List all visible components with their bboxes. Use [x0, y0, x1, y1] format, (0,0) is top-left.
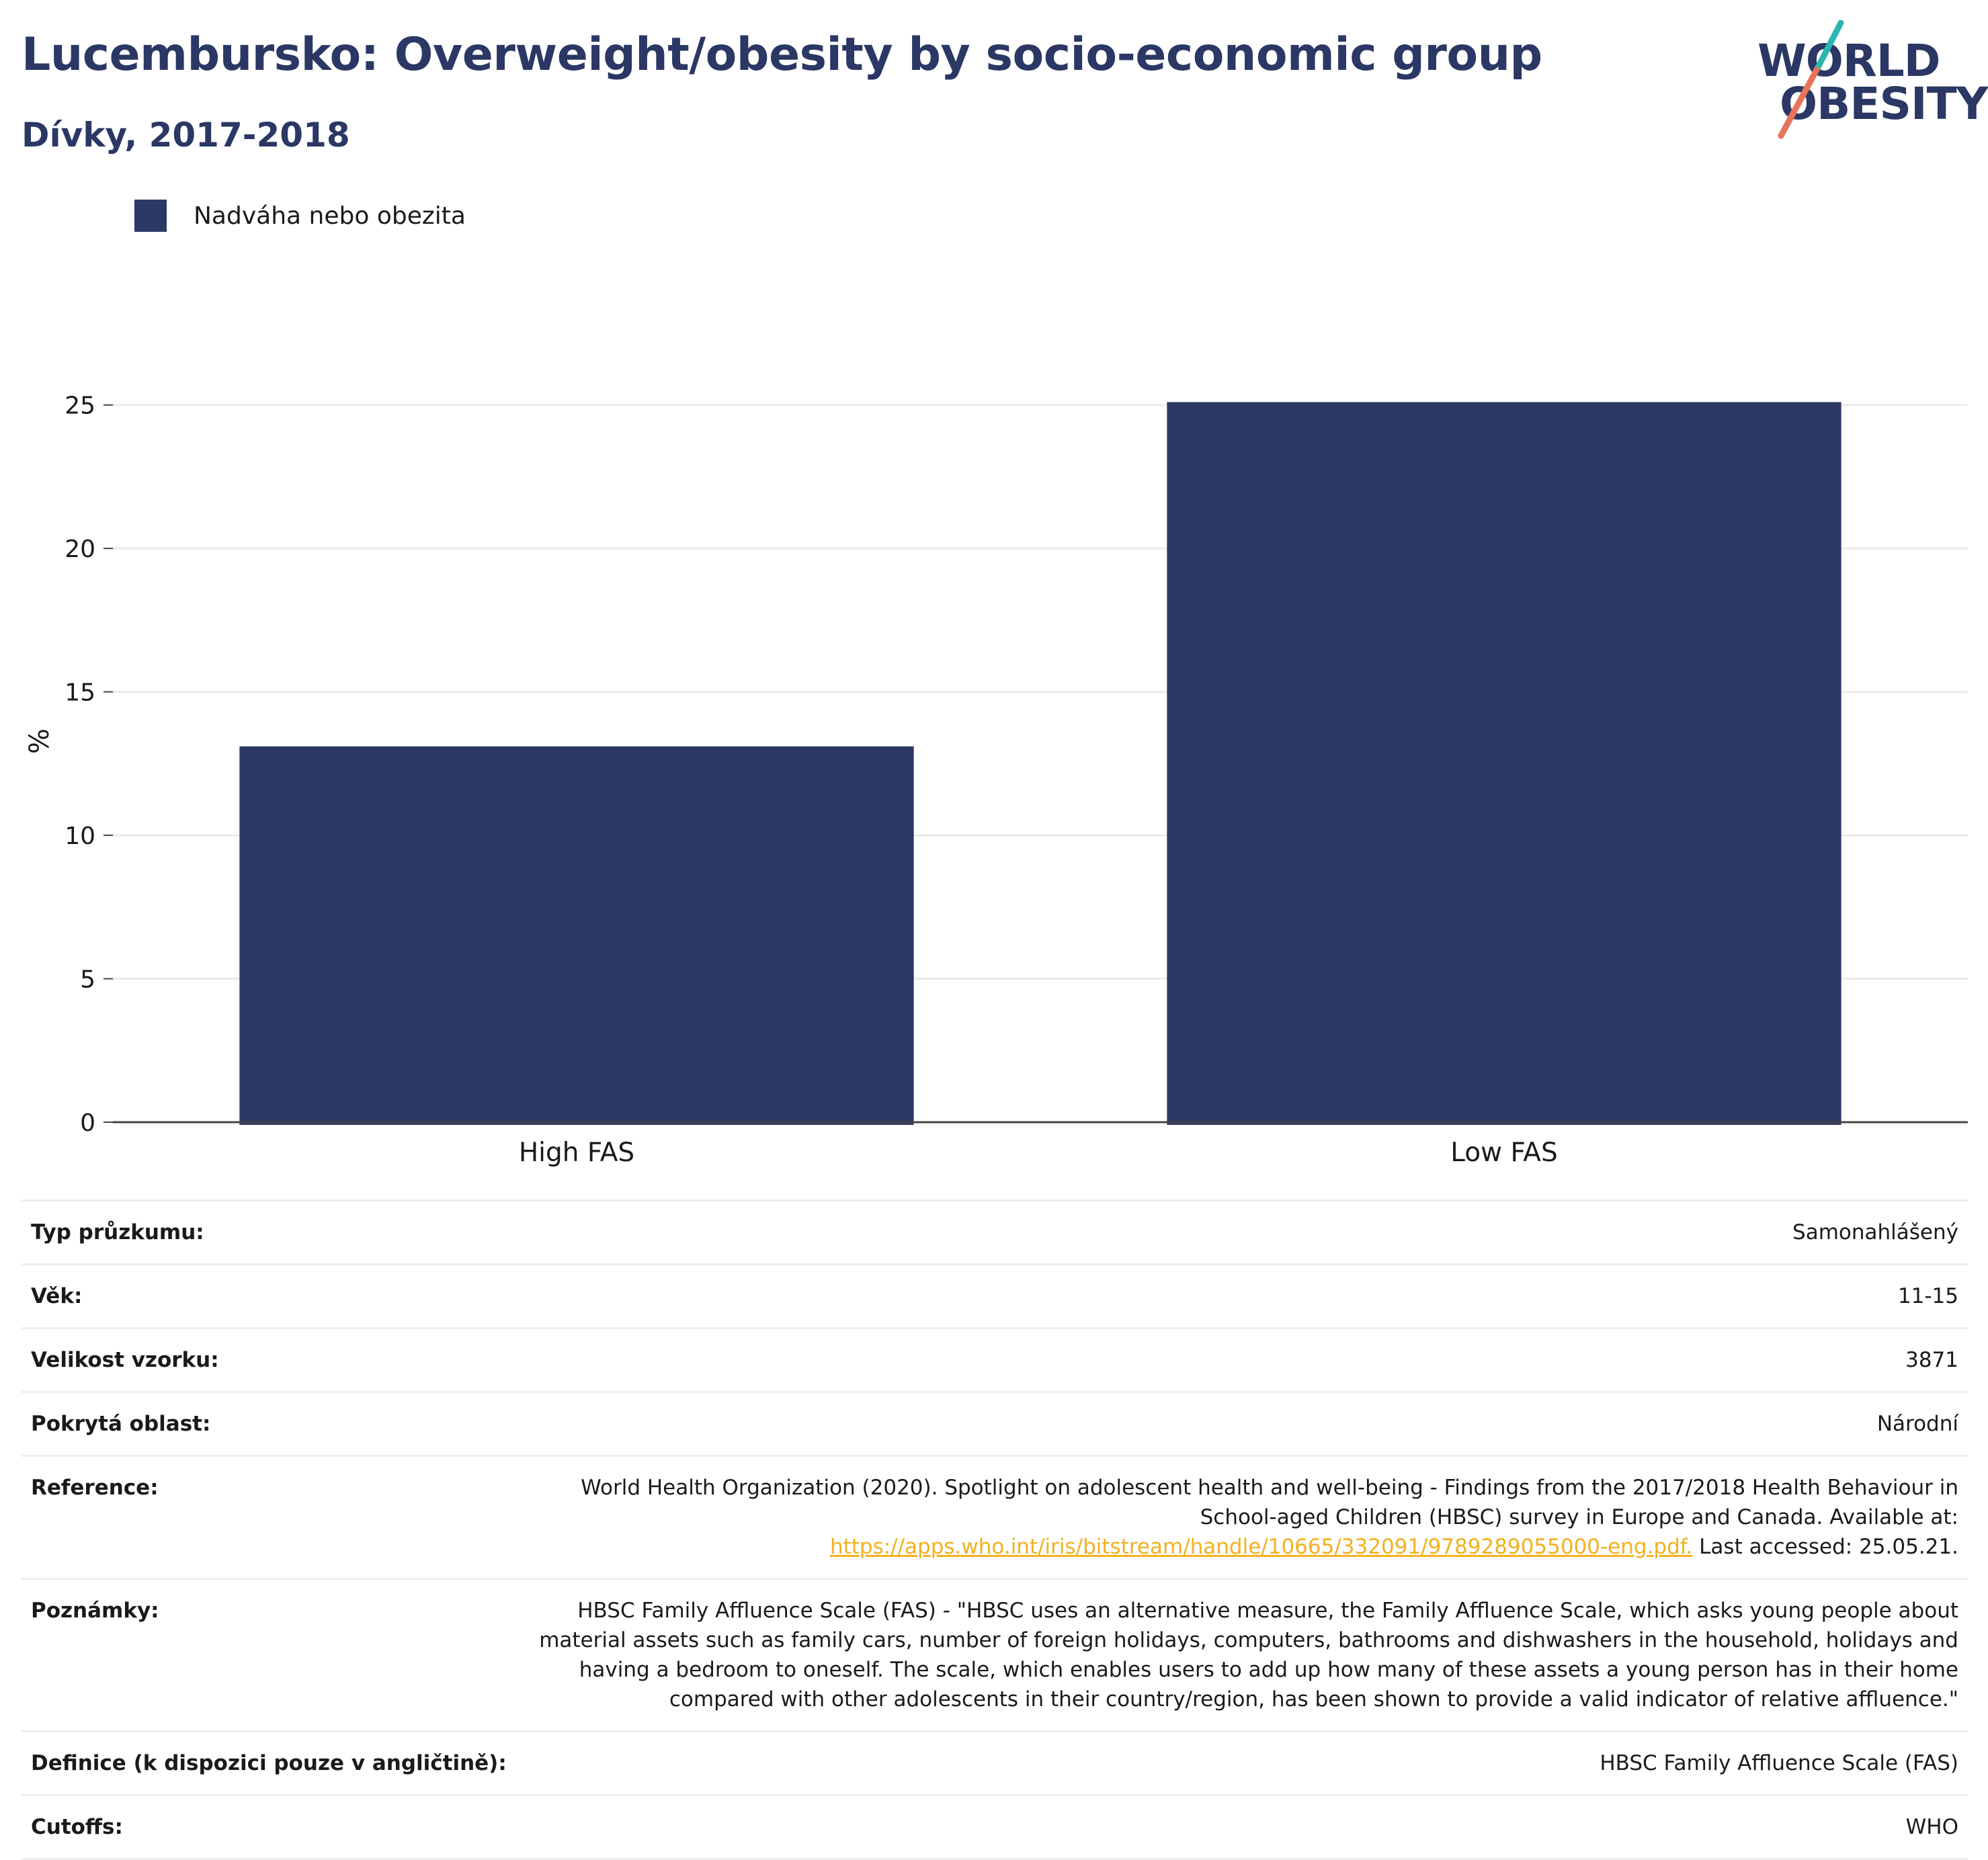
- chart-subtitle: Dívky, 2017-2018: [22, 116, 350, 155]
- y-tick-label: 10: [65, 822, 95, 850]
- info-label: Poznámky:: [31, 1599, 159, 1623]
- info-row-basic-1: Věk: 11-15: [22, 1264, 1968, 1328]
- info-label: Typ průzkumu:: [31, 1220, 204, 1244]
- legend-swatch: [134, 200, 167, 232]
- world-obesity-logo[interactable]: WORLD OBESITY: [1747, 20, 1988, 141]
- logo-text-world: WORLD: [1757, 35, 1941, 87]
- info-row-basic-2: Velikost vzorku: 3871: [22, 1328, 1968, 1392]
- bars: [239, 402, 1841, 1125]
- axes: 0 5 10 15 20 25 High FAS Low FAS%: [24, 392, 1968, 1168]
- info-label: Cutoffs:: [31, 1815, 123, 1840]
- chart-legend[interactable]: Nadváha nebo obezita: [134, 200, 466, 232]
- x-category-label: High FAS: [519, 1138, 634, 1168]
- info-value: 11-15: [1897, 1284, 1958, 1309]
- info-value: HBSC Family Affluence Scale (FAS): [1600, 1751, 1958, 1776]
- y-tick-label: 0: [80, 1109, 95, 1137]
- logo-text-obesity: OBESITY: [1780, 78, 1988, 130]
- info-value: Samonahlášený: [1792, 1220, 1958, 1244]
- info-row-basic-0: Typ průzkumu: Samonahlášený: [22, 1200, 1968, 1265]
- info-row-extra-0: Definice (k dispozici pouze v angličtině…: [22, 1731, 1968, 1795]
- info-table: Typ průzkumu: Samonahlášený Věk: 11-15 Velik…: [22, 1199, 1968, 1860]
- info-value: HBSC Family Affluence Scale (FAS) - "HBS…: [539, 1599, 1958, 1712]
- bar-high-fas: [239, 746, 914, 1125]
- bar-low-fas: [1167, 402, 1841, 1125]
- y-tick-label: 15: [65, 679, 95, 707]
- y-tick-label: 5: [80, 966, 95, 994]
- reference-link[interactable]: https://apps.who.int/iris/bitstream/hand…: [829, 1535, 1693, 1560]
- info-row-reference: Reference: World Health Organization (202…: [22, 1455, 1968, 1579]
- info-label: Pokrytá oblast:: [31, 1412, 211, 1437]
- info-label: Reference:: [31, 1476, 159, 1500]
- info-label: Velikost vzorku:: [31, 1348, 219, 1373]
- info-value: 3871: [1905, 1348, 1958, 1373]
- info-label: Definice (k dispozici pouze v angličtině…: [31, 1751, 507, 1776]
- legend-label: Nadváha nebo obezita: [194, 202, 466, 230]
- y-tick-label: 25: [65, 392, 95, 420]
- info-row-extra-1: Cutoffs: WHO: [22, 1795, 1968, 1859]
- info-value: WHO: [1905, 1815, 1958, 1840]
- info-row-notes: Poznámky: HBSC Family Affluence Scale (FA…: [22, 1578, 1968, 1732]
- info-value: World Health Organization (2020). Spotli…: [581, 1476, 1958, 1560]
- info-value: Národní: [1876, 1412, 1958, 1437]
- y-axis-title: %: [24, 728, 55, 754]
- info-row-basic-3: Pokrytá oblast: Národní: [22, 1392, 1968, 1456]
- bar-chart: 0 5 10 15 20 25 High FAS Low FAS%: [24, 392, 1968, 1168]
- chart-title: Lucembursko: Overweight/obesity by socio…: [22, 28, 1542, 81]
- logo-slash-icon: [1778, 20, 1844, 139]
- x-category-label: Low FAS: [1450, 1138, 1558, 1168]
- info-label: Věk:: [31, 1284, 83, 1309]
- y-tick-label: 20: [65, 536, 95, 563]
